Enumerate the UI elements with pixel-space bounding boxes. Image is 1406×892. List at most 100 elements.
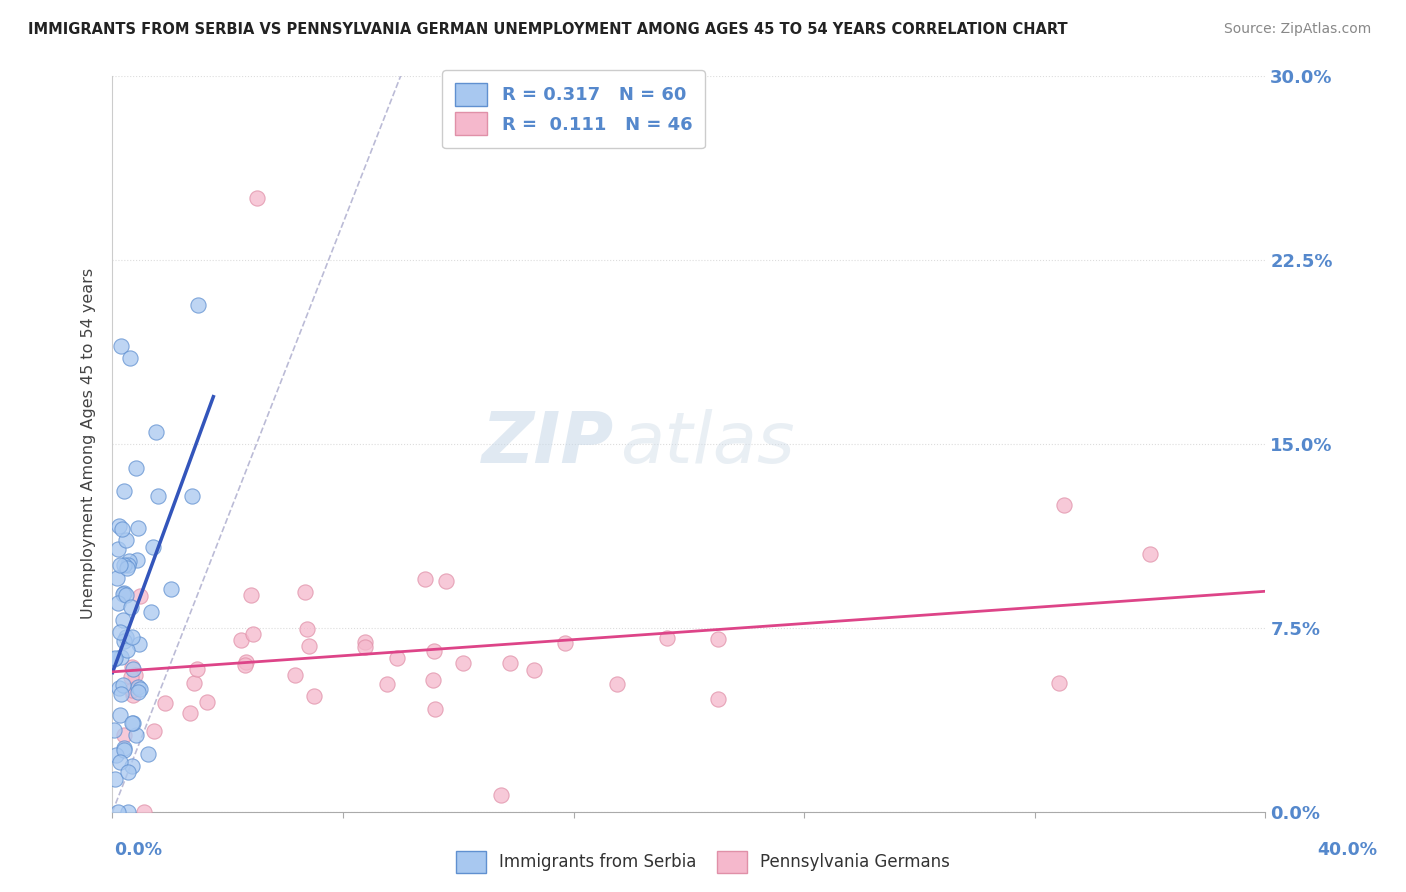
Point bbox=[121, 662, 143, 676]
Text: ZIP: ZIP bbox=[482, 409, 614, 478]
Point bbox=[124, 667, 146, 681]
Text: 0.0%: 0.0% bbox=[114, 840, 162, 858]
Point bbox=[195, 695, 218, 709]
Point bbox=[606, 677, 628, 691]
Point bbox=[142, 540, 165, 554]
Point bbox=[114, 588, 136, 602]
Point bbox=[707, 632, 730, 646]
Point bbox=[187, 298, 209, 312]
Point bbox=[246, 192, 269, 206]
Point bbox=[114, 533, 136, 547]
Point bbox=[231, 633, 253, 648]
Point bbox=[121, 715, 143, 730]
Point bbox=[1053, 498, 1076, 512]
Point bbox=[117, 805, 139, 819]
Point bbox=[425, 702, 447, 716]
Point bbox=[183, 676, 205, 690]
Point bbox=[121, 630, 143, 644]
Legend: R = 0.317   N = 60, R =  0.111   N = 46: R = 0.317 N = 60, R = 0.111 N = 46 bbox=[443, 70, 704, 148]
Point bbox=[108, 681, 131, 695]
Point bbox=[112, 741, 135, 756]
Point bbox=[181, 489, 204, 503]
Point bbox=[139, 605, 162, 619]
Point bbox=[302, 689, 325, 703]
Point bbox=[155, 696, 177, 710]
Point bbox=[657, 631, 679, 645]
Point bbox=[353, 635, 375, 649]
Point bbox=[1047, 676, 1070, 690]
Point bbox=[110, 708, 132, 723]
Point bbox=[105, 748, 128, 763]
Point bbox=[707, 691, 730, 706]
Point bbox=[107, 596, 129, 610]
Point bbox=[107, 805, 129, 819]
Point bbox=[120, 599, 142, 614]
Point bbox=[110, 649, 132, 664]
Point bbox=[117, 642, 139, 657]
Point bbox=[111, 587, 134, 601]
Point bbox=[1139, 547, 1161, 561]
Point bbox=[118, 351, 141, 365]
Point bbox=[117, 764, 139, 779]
Point bbox=[110, 522, 132, 536]
Point bbox=[112, 742, 135, 756]
Point bbox=[105, 571, 128, 585]
Point bbox=[239, 589, 262, 603]
Point bbox=[128, 589, 150, 603]
Point bbox=[115, 630, 138, 644]
Point bbox=[127, 680, 149, 694]
Y-axis label: Unemployment Among Ages 45 to 54 years: Unemployment Among Ages 45 to 54 years bbox=[80, 268, 96, 619]
Point bbox=[422, 673, 444, 687]
Point bbox=[104, 650, 127, 665]
Text: atlas: atlas bbox=[620, 409, 794, 478]
Point bbox=[112, 678, 135, 692]
Point bbox=[523, 663, 546, 677]
Point bbox=[235, 656, 257, 670]
Text: Source: ZipAtlas.com: Source: ZipAtlas.com bbox=[1223, 22, 1371, 37]
Point bbox=[121, 683, 143, 698]
Point bbox=[110, 338, 132, 352]
Text: IMMIGRANTS FROM SERBIA VS PENNSYLVANIA GERMAN UNEMPLOYMENT AMONG AGES 45 TO 54 Y: IMMIGRANTS FROM SERBIA VS PENNSYLVANIA G… bbox=[28, 22, 1067, 37]
Point bbox=[112, 585, 135, 599]
Legend: Immigrants from Serbia, Pennsylvania Germans: Immigrants from Serbia, Pennsylvania Ger… bbox=[450, 845, 956, 880]
Point bbox=[115, 561, 138, 575]
Point bbox=[127, 684, 149, 698]
Point bbox=[294, 584, 316, 599]
Point bbox=[375, 677, 398, 691]
Point bbox=[413, 572, 436, 586]
Point bbox=[186, 662, 208, 676]
Point bbox=[235, 657, 257, 672]
Point bbox=[121, 758, 143, 772]
Point bbox=[108, 558, 131, 572]
Point bbox=[117, 558, 139, 573]
Point bbox=[124, 461, 146, 475]
Point bbox=[179, 706, 201, 720]
Point bbox=[104, 772, 127, 786]
Point bbox=[103, 651, 125, 665]
Point bbox=[121, 716, 143, 731]
Point bbox=[121, 670, 143, 684]
Point bbox=[353, 640, 375, 655]
Point bbox=[295, 622, 318, 636]
Point bbox=[134, 805, 156, 819]
Point bbox=[108, 755, 131, 769]
Point bbox=[146, 489, 169, 503]
Point bbox=[125, 728, 148, 742]
Point bbox=[127, 521, 149, 535]
Point bbox=[554, 636, 576, 650]
Point bbox=[451, 656, 474, 670]
Point bbox=[128, 682, 150, 697]
Point bbox=[110, 687, 132, 701]
Point bbox=[242, 626, 264, 640]
Point bbox=[108, 518, 131, 533]
Point bbox=[103, 723, 125, 738]
Point bbox=[499, 657, 522, 671]
Point bbox=[121, 659, 143, 673]
Point bbox=[159, 582, 181, 596]
Point bbox=[422, 644, 444, 658]
Point bbox=[298, 639, 321, 653]
Point bbox=[436, 574, 458, 588]
Point bbox=[491, 788, 513, 802]
Point bbox=[136, 747, 159, 761]
Point bbox=[118, 554, 141, 568]
